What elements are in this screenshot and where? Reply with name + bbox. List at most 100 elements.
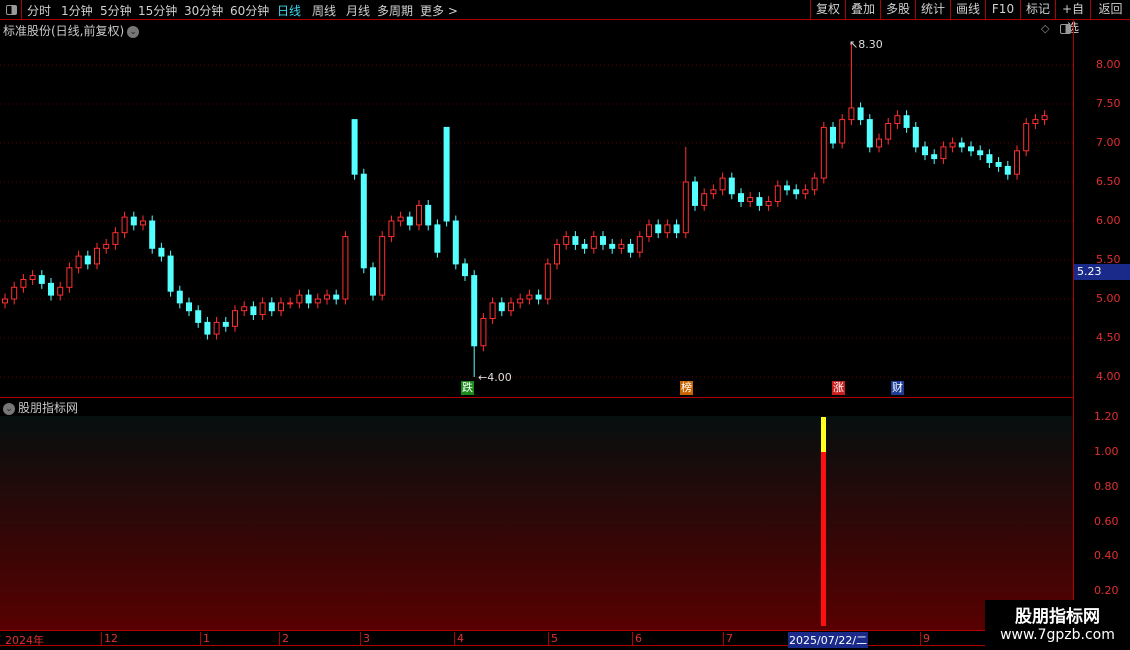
candle bbox=[140, 215, 146, 231]
candle bbox=[940, 141, 947, 165]
candle bbox=[682, 146, 689, 239]
candle bbox=[29, 270, 36, 285]
candle bbox=[627, 238, 634, 258]
x-tick-label: 1 bbox=[200, 632, 210, 645]
candle bbox=[360, 168, 367, 274]
candle bbox=[848, 41, 855, 126]
candle bbox=[250, 301, 257, 321]
candle bbox=[103, 238, 110, 254]
x-tick-label: 2 bbox=[279, 632, 289, 645]
y-axis-line bbox=[1073, 20, 1074, 630]
event-marker[interactable]: 榜 bbox=[680, 381, 693, 395]
candle bbox=[544, 258, 551, 305]
candle bbox=[986, 149, 993, 168]
diamond-icon[interactable]: ◇ bbox=[1041, 22, 1050, 35]
period-tab[interactable]: 日线 bbox=[277, 4, 302, 18]
candle bbox=[57, 281, 64, 301]
indicator-y-tick: 1.00 bbox=[1094, 445, 1119, 458]
candle bbox=[287, 297, 294, 309]
candle bbox=[1023, 118, 1030, 157]
period-tab[interactable]: 分时 bbox=[27, 4, 52, 18]
toolbar-button[interactable]: 叠加 bbox=[845, 0, 880, 20]
candle bbox=[1004, 160, 1011, 180]
candle bbox=[554, 238, 560, 270]
candle bbox=[1041, 110, 1048, 126]
toolbar-button[interactable]: 标记 bbox=[1020, 0, 1055, 20]
toolbar-button[interactable]: 返回 bbox=[1090, 0, 1130, 20]
chart-title: 标准股份(日线,前复权) ⌄ bbox=[3, 22, 140, 39]
candle bbox=[774, 180, 781, 207]
candle bbox=[213, 316, 220, 340]
panel-toggle-icon[interactable] bbox=[1060, 24, 1071, 34]
candle bbox=[618, 238, 625, 254]
x-tick-label: 12 bbox=[101, 632, 118, 645]
event-marker[interactable]: 跌 bbox=[461, 381, 474, 395]
period-tab[interactable]: 多周期 bbox=[377, 4, 414, 18]
candle bbox=[480, 313, 487, 352]
toolbar-button[interactable]: 复权 bbox=[810, 0, 845, 20]
candle bbox=[701, 188, 708, 211]
candle bbox=[2, 293, 8, 309]
watermark: 股朋指标网 www.7gpzb.com bbox=[985, 600, 1130, 650]
event-marker[interactable]: 涨 bbox=[832, 381, 845, 395]
candle bbox=[830, 121, 836, 149]
period-tab[interactable]: 30分钟 bbox=[184, 4, 224, 18]
candle bbox=[324, 289, 330, 305]
period-tab[interactable]: 更多 > bbox=[420, 4, 458, 18]
y-tick-label: 5.50 bbox=[1096, 253, 1121, 266]
candle bbox=[1014, 145, 1020, 180]
candle bbox=[75, 250, 82, 274]
chevron-down-icon[interactable]: ⌄ bbox=[127, 25, 140, 38]
candle bbox=[195, 305, 202, 328]
toolbar-button[interactable]: 画线 bbox=[950, 0, 985, 20]
candle bbox=[857, 102, 864, 126]
period-tab[interactable]: 1分钟 bbox=[61, 4, 93, 18]
toolbar-button[interactable]: 多股 bbox=[880, 0, 915, 20]
candle bbox=[351, 119, 358, 180]
candle bbox=[416, 199, 422, 231]
x-tick-label: 4 bbox=[454, 632, 464, 645]
candle bbox=[968, 141, 974, 157]
candle bbox=[204, 316, 211, 340]
period-tab[interactable]: 60分钟 bbox=[230, 4, 270, 18]
candle bbox=[636, 231, 643, 258]
candle bbox=[728, 172, 735, 200]
period-tab[interactable]: 月线 bbox=[346, 4, 371, 18]
y-tick-label: 4.50 bbox=[1096, 331, 1121, 344]
candle bbox=[820, 121, 827, 184]
y-tick-label: 6.00 bbox=[1096, 214, 1121, 227]
layout-toggle-button[interactable] bbox=[0, 0, 22, 20]
candle bbox=[232, 305, 238, 332]
candle bbox=[839, 114, 846, 149]
candle bbox=[296, 289, 303, 309]
candle bbox=[333, 289, 340, 305]
date-axis: 2024年 12 1 2 3 4 5 6 7 9 2025/07/22/二 bbox=[0, 630, 1073, 648]
candle bbox=[664, 219, 671, 239]
candle bbox=[526, 289, 533, 305]
candle bbox=[425, 199, 432, 231]
x-tick-label: 3 bbox=[360, 632, 370, 645]
chevron-down-icon[interactable]: ⌄ bbox=[3, 402, 15, 415]
candle bbox=[885, 118, 892, 145]
candle bbox=[802, 184, 809, 200]
candle bbox=[388, 215, 395, 243]
period-tab[interactable]: 周线 bbox=[312, 4, 337, 18]
toolbar-button[interactable]: F10 bbox=[985, 0, 1020, 20]
candle bbox=[20, 274, 27, 293]
signal-bar-red bbox=[821, 452, 827, 626]
candle bbox=[434, 219, 441, 258]
stock-title: 标准股份(日线,前复权) bbox=[3, 24, 125, 38]
candle bbox=[572, 231, 579, 250]
toolbar-button[interactable]: 统计 bbox=[915, 0, 950, 20]
y-tick-label: 7.50 bbox=[1096, 97, 1121, 110]
event-marker[interactable]: 财 bbox=[891, 381, 904, 395]
candle bbox=[710, 184, 717, 200]
toolbar-button[interactable]: +自选 bbox=[1055, 0, 1090, 35]
candle bbox=[692, 176, 698, 211]
candle bbox=[866, 114, 873, 153]
candle bbox=[535, 289, 542, 305]
period-tab[interactable]: 15分钟 bbox=[138, 4, 178, 18]
candle bbox=[158, 242, 165, 262]
period-tab[interactable]: 5分钟 bbox=[100, 4, 132, 18]
candle bbox=[48, 277, 54, 301]
